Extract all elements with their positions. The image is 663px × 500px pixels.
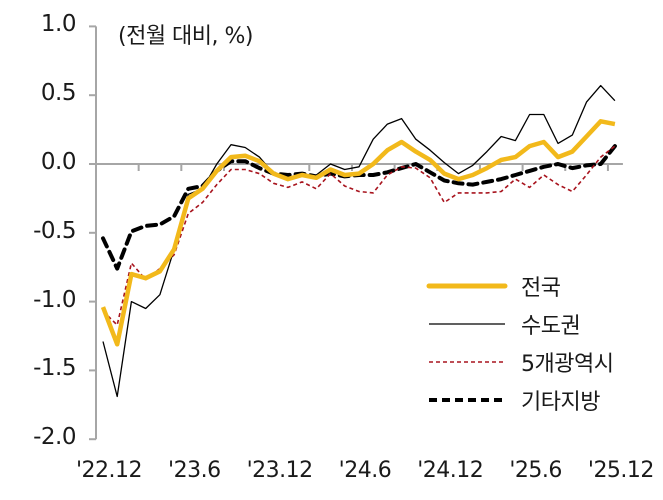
legend-item-national: 전국 bbox=[425, 270, 655, 308]
legend-label: 5개광역시 bbox=[521, 352, 614, 377]
x-tick-label: '25.12 bbox=[587, 458, 655, 483]
x-tick-label: '23.12 bbox=[246, 458, 314, 483]
legend-label: 기타지방 bbox=[521, 390, 600, 415]
y-tick-label: -1.5 bbox=[33, 355, 76, 382]
y-tick-label: 1.0 bbox=[40, 11, 77, 38]
series-five-metro bbox=[102, 145, 616, 326]
legend: 전국 수도권 5개광역시 기타지방 bbox=[425, 270, 655, 422]
legend-item-other-regions: 기타지방 bbox=[425, 384, 655, 422]
legend-swatch-other-regions bbox=[429, 398, 505, 402]
x-tick-label: '25.6 bbox=[509, 458, 562, 483]
legend-label: 수도권 bbox=[521, 314, 581, 339]
legend-label: 전국 bbox=[521, 276, 561, 301]
series-capital-region bbox=[102, 84, 616, 398]
y-tick-label: 0.0 bbox=[40, 149, 77, 175]
y-tick-label: 0.5 bbox=[40, 80, 77, 107]
x-tick-label: '24.12 bbox=[417, 458, 484, 483]
series-national bbox=[100, 119, 616, 347]
unit-label: (전월 대비, %) bbox=[118, 24, 254, 49]
series-lines bbox=[100, 84, 617, 398]
legend-item-capital-region: 수도권 bbox=[425, 308, 655, 346]
legend-swatch-capital-region bbox=[429, 323, 505, 325]
legend-swatch-national bbox=[426, 283, 508, 289]
x-tick-label: '24.6 bbox=[338, 458, 392, 483]
y-tick-label: -0.5 bbox=[33, 217, 76, 244]
legend-swatch-five-metro bbox=[429, 361, 505, 363]
x-tick-label: '23.6 bbox=[168, 458, 221, 483]
y-tick-label: -1.0 bbox=[33, 286, 76, 313]
y-tick-label: -2.0 bbox=[33, 424, 76, 451]
legend-item-five-metro: 5개광역시 bbox=[425, 346, 655, 384]
x-tick-label: '22.12 bbox=[75, 458, 143, 483]
